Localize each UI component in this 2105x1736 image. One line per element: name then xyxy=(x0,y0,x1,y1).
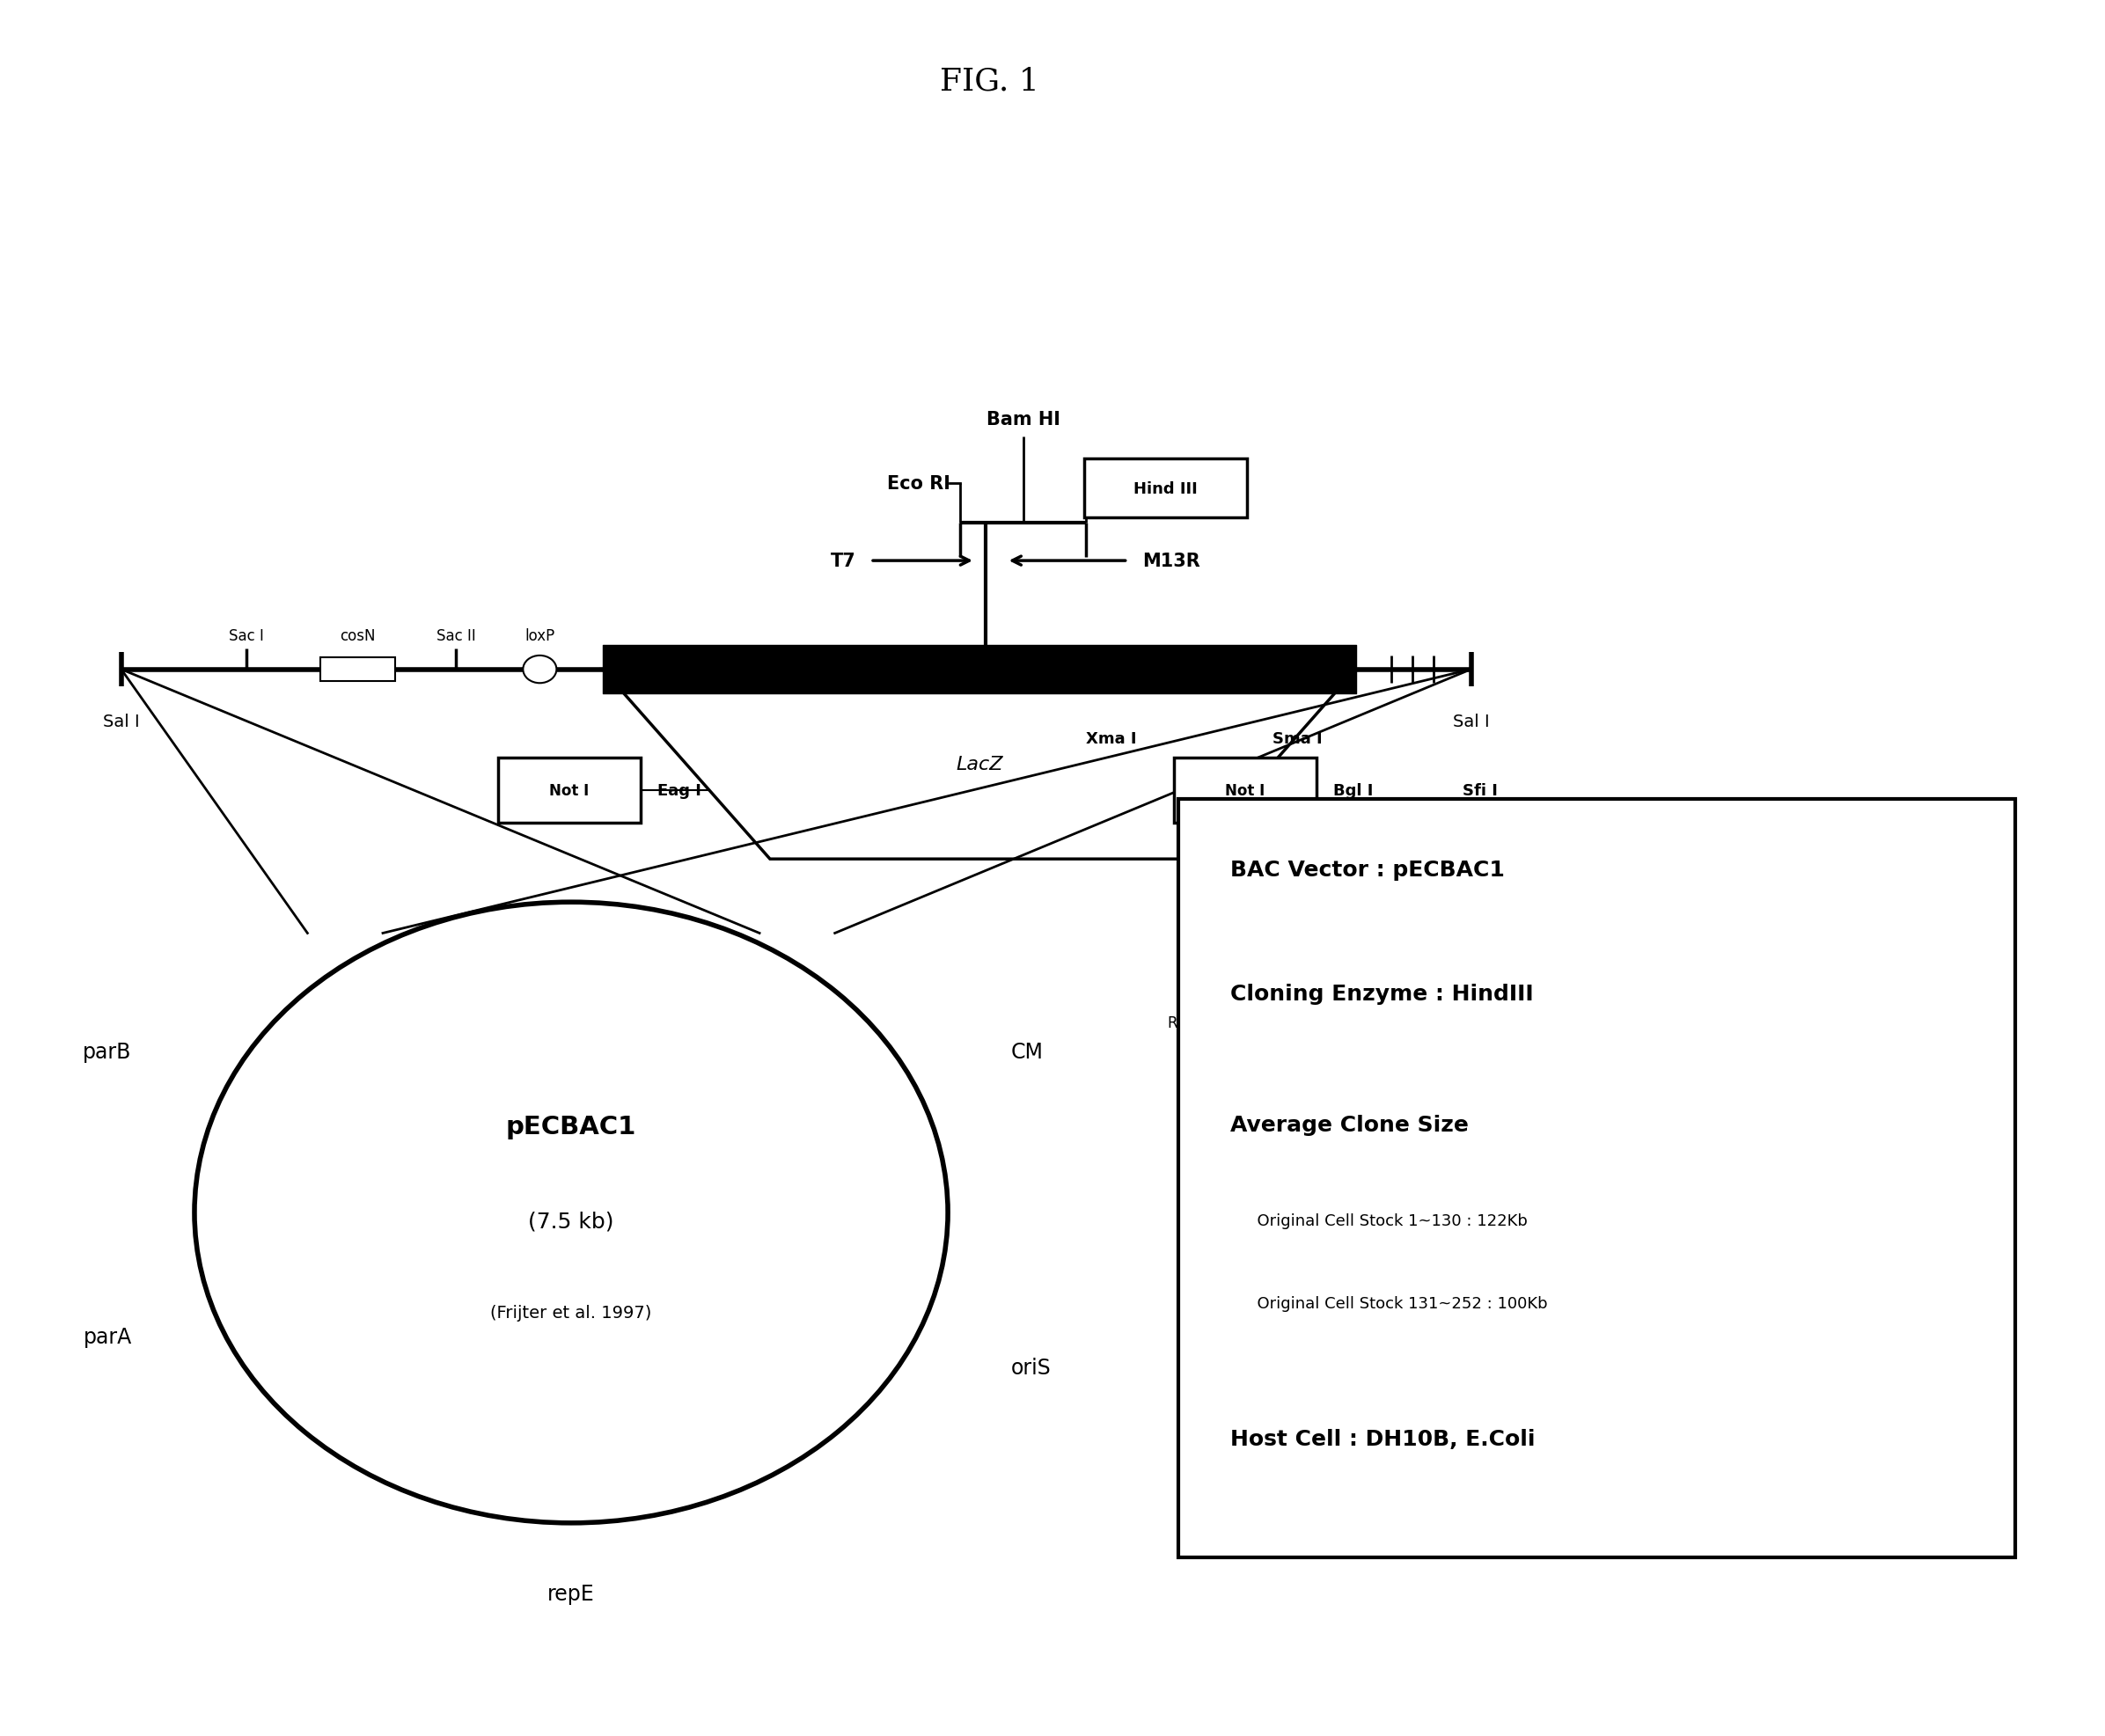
Text: Sal I: Sal I xyxy=(1452,713,1490,729)
Text: R: R xyxy=(1168,1016,1179,1031)
Text: repE: repE xyxy=(547,1583,596,1604)
Text: Cloning Enzyme : HindIII: Cloning Enzyme : HindIII xyxy=(1231,984,1535,1005)
Text: Xma I: Xma I xyxy=(1086,731,1137,746)
Text: FIG. 1: FIG. 1 xyxy=(941,66,1040,95)
Text: parA: parA xyxy=(82,1326,133,1347)
Text: (Frijter et al. 1997): (Frijter et al. 1997) xyxy=(490,1304,653,1321)
Text: M13R: M13R xyxy=(1143,552,1200,569)
Bar xyxy=(1084,460,1246,517)
Text: Bgl I: Bgl I xyxy=(1332,783,1372,799)
Text: oriS: oriS xyxy=(1010,1358,1050,1378)
Text: cosN: cosN xyxy=(339,628,375,644)
Text: Eag I: Eag I xyxy=(657,783,701,799)
Bar xyxy=(499,757,640,823)
Text: T7: T7 xyxy=(831,552,857,569)
Text: Eco RI: Eco RI xyxy=(886,476,949,493)
Text: Average Clone Size: Average Clone Size xyxy=(1231,1115,1469,1135)
Text: LacZ: LacZ xyxy=(956,755,1002,773)
Bar xyxy=(1179,799,2014,1557)
Circle shape xyxy=(194,903,947,1522)
Bar xyxy=(1175,757,1316,823)
Text: Sac II: Sac II xyxy=(436,628,476,644)
Text: Hind III: Hind III xyxy=(1132,481,1198,496)
Text: CM: CM xyxy=(1010,1042,1044,1062)
Text: parB: parB xyxy=(82,1042,133,1062)
Text: Sma I: Sma I xyxy=(1271,731,1322,746)
Text: Not I: Not I xyxy=(549,783,589,799)
Text: Not I: Not I xyxy=(1225,783,1265,799)
Text: Original Cell Stock 1~130 : 122Kb: Original Cell Stock 1~130 : 122Kb xyxy=(1246,1213,1528,1229)
Text: Sac I: Sac I xyxy=(229,628,265,644)
Circle shape xyxy=(522,656,556,684)
Text: Sfi I: Sfi I xyxy=(1463,783,1499,799)
Text: loxP: loxP xyxy=(524,628,556,644)
Bar xyxy=(320,658,396,682)
Text: Original Cell Stock 131~252 : 100Kb: Original Cell Stock 131~252 : 100Kb xyxy=(1246,1295,1547,1311)
Polygon shape xyxy=(602,670,1356,859)
Text: pECBAC1: pECBAC1 xyxy=(505,1115,636,1139)
Text: Bam HI: Bam HI xyxy=(987,411,1061,429)
Text: Sal I: Sal I xyxy=(103,713,139,729)
Text: Host Cell : DH10B, E.Coli: Host Cell : DH10B, E.Coli xyxy=(1231,1429,1535,1450)
Text: BAC Vector : pECBAC1: BAC Vector : pECBAC1 xyxy=(1231,859,1505,880)
Text: (7.5 kb): (7.5 kb) xyxy=(528,1210,615,1233)
